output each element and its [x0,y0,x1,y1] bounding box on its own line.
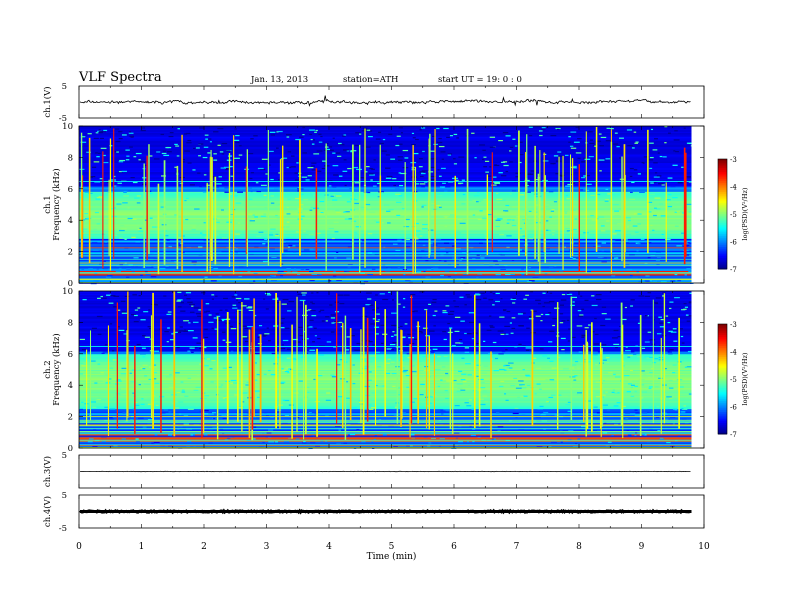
xtick-label: 8 [576,542,582,552]
xtick-label: 0 [76,542,82,552]
panel-frame-2 [78,125,705,284]
ytick-label: 8 [68,153,73,163]
chart-title: VLF Spectra [79,70,162,85]
ytick-label: -5 [59,114,67,124]
ylabel-voltage: ch.4(V) [42,496,53,527]
ylabel-channel: ch.2 [43,360,53,378]
ytick-label: 10 [62,122,73,132]
xtick-label: 5 [389,542,395,552]
xtick-label: 4 [326,542,332,552]
ytick-label: 4 [68,381,73,391]
panel-frame-1 [78,85,705,119]
colorbar-label: log(PSD)(V²/Hz) [741,352,749,405]
colorbar-tick-label: -7 [730,266,737,274]
panel-frame-4 [78,454,705,489]
ytick-label: 8 [68,318,73,328]
ytick-label: 5 [62,491,67,501]
trace-ch1 [79,95,691,107]
station-label: station=ATH [343,75,399,85]
panels [79,95,704,515]
colorbar-tick-label: -7 [730,431,737,439]
ylabel-frequency: Frequency (kHz) [51,168,62,240]
xaxis-label: Time (min) [367,551,417,562]
xtick-label: 9 [639,542,645,552]
colorbar-tick-label: -3 [730,321,737,329]
xtick-label: 10 [698,542,710,552]
colorbar-tick-label: -3 [730,156,737,164]
colorbar-ch2: -3 -4 -5 -6 -7 log(PSD)(V²/Hz) [717,321,749,439]
date-label: Jan. 13, 2013 [251,75,309,85]
ytick-label: 4 [68,216,73,226]
ylabel-frequency: Frequency (kHz) [51,333,62,405]
ytick-label: 0 [68,279,73,289]
colorbar-ch1: -3 -4 -5 -6 -7 log(PSD)(V²/Hz) [717,156,749,274]
panel-frame-5 [78,494,705,529]
spectrogram-ch2 [79,291,704,450]
panel-frame-3 [78,290,705,449]
ytick-label: 0 [68,444,73,454]
colorbar-tick-label: -4 [730,349,737,357]
ytick-label: 2 [68,248,73,258]
ytick-label: 6 [68,185,73,195]
xtick-label: 7 [514,542,520,552]
ytick-label: 10 [62,287,73,297]
ylabel-channel: ch.1 [43,195,53,213]
colorbar-tick-label: -6 [730,239,737,247]
ytick-label: 6 [68,350,73,360]
trace-ch4 [79,508,692,515]
ytick-label: -5 [59,524,67,534]
xtick-label: 3 [264,542,270,552]
ytick-label: 5 [62,451,67,461]
xtick-label: 1 [139,542,145,552]
colorbar-tick-label: -5 [730,376,737,384]
colorbar-tick-label: -6 [730,404,737,412]
colorbar-tick-label: -4 [730,184,737,192]
ylabel-voltage: ch.3(V) [42,456,53,487]
colorbar-tick-label: -5 [730,211,737,219]
ytick-label: 5 [62,82,67,92]
spectrogram-ch1 [79,126,704,285]
xtick-label: 2 [201,542,207,552]
start-time-label: start UT = 19: 0 : 0 [438,75,522,85]
ylabel-voltage: ch.1(V) [42,86,53,117]
xtick-label: 6 [451,542,457,552]
ytick-label: 2 [68,413,73,423]
colorbar-label: log(PSD)(V²/Hz) [741,187,749,240]
